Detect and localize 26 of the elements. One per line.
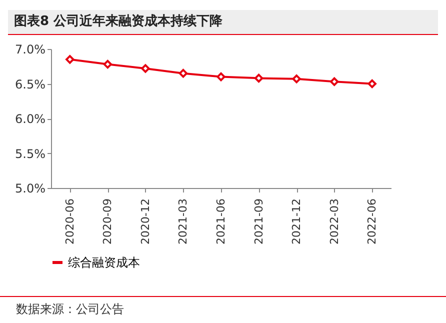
x-tick-label: 2020-12 xyxy=(138,198,152,244)
y-tick-label: 6.5% xyxy=(15,77,46,92)
point xyxy=(66,55,74,64)
legend-label: 综合融资成本 xyxy=(68,256,140,270)
point xyxy=(216,72,226,82)
x-tick-label: 2021-09 xyxy=(252,198,266,244)
y-tick-label: 5.0% xyxy=(15,182,46,196)
y-tick-label: 7.0% xyxy=(15,42,46,56)
x-tick-label: 2020-09 xyxy=(101,198,114,244)
point xyxy=(141,64,150,73)
x-tick-label: 2021-06 xyxy=(214,198,228,244)
chart-title: 图表8 公司近年来融资成本持续下降 xyxy=(8,10,438,35)
x-tick-label: 2020-06 xyxy=(63,198,76,244)
point xyxy=(368,79,376,88)
x-tick-label: 2022-03 xyxy=(328,198,341,244)
point xyxy=(178,68,188,78)
point xyxy=(330,77,339,86)
x-tick-label: 2021-12 xyxy=(290,198,304,244)
y-tick-label: 6.0% xyxy=(15,112,46,126)
y-tick-label: 5.5% xyxy=(15,146,46,161)
point xyxy=(254,74,264,83)
x-tick-label: 2022-06 xyxy=(366,198,379,244)
x-tick-label: 2021-03 xyxy=(176,198,190,244)
point xyxy=(292,74,301,84)
source-note: 数据来源：公司公告 xyxy=(0,296,446,318)
point xyxy=(103,60,112,69)
